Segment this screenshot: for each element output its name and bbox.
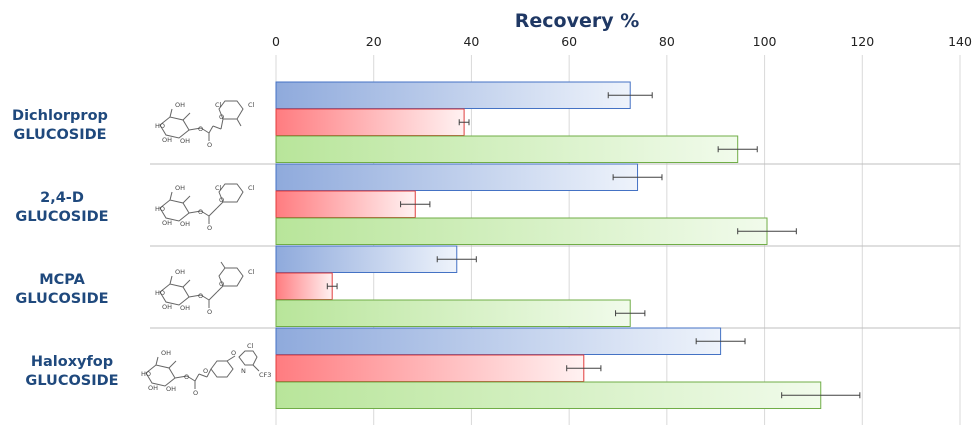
svg-text:OH: OH — [175, 101, 185, 109]
bar — [275, 190, 416, 218]
svg-text:OH: OH — [162, 219, 172, 227]
svg-text:OH: OH — [175, 184, 185, 192]
svg-text:OH: OH — [175, 268, 185, 276]
svg-text:OH: OH — [166, 385, 176, 393]
svg-text:OH: OH — [180, 220, 190, 228]
svg-text:O: O — [219, 196, 224, 204]
svg-text:HO: HO — [155, 289, 165, 297]
svg-text:Cl: Cl — [215, 101, 222, 109]
bar — [275, 299, 631, 327]
svg-text:Cl: Cl — [215, 184, 222, 192]
x-tick-label: 40 — [463, 34, 479, 49]
svg-text:O: O — [207, 308, 212, 316]
svg-text:OH: OH — [162, 136, 172, 144]
category-label: Haloxyfop — [31, 354, 113, 370]
category-label: GLUCOSIDE — [15, 291, 108, 307]
svg-text:OH: OH — [162, 303, 172, 311]
x-tick-label: 60 — [561, 34, 577, 49]
svg-text:O: O — [198, 208, 203, 216]
category-label: 2,4-D — [40, 190, 84, 206]
bar — [275, 135, 739, 163]
x-tick-label: 0 — [272, 34, 280, 49]
bar — [275, 327, 722, 355]
bar — [275, 163, 639, 191]
chart-title: Recovery % — [515, 10, 640, 32]
bar — [275, 272, 333, 300]
category-label: GLUCOSIDE — [15, 209, 108, 225]
svg-text:O: O — [207, 224, 212, 232]
x-tick-label: 100 — [753, 34, 777, 49]
svg-text:O: O — [231, 349, 236, 357]
svg-text:OH: OH — [180, 304, 190, 312]
x-tick-label: 140 — [948, 34, 972, 49]
svg-text:O: O — [198, 292, 203, 300]
svg-text:N: N — [241, 367, 246, 375]
svg-text:Cl: Cl — [247, 342, 254, 350]
svg-text:O: O — [193, 389, 198, 397]
category-labels: Dichlorprop GLUCOSIDE 2,4-D GLUCOSIDE MCPA GL… — [12, 108, 119, 389]
category-label: GLUCOSIDE — [25, 373, 118, 389]
svg-text:OH: OH — [148, 384, 158, 392]
error-bars — [326, 92, 861, 399]
svg-text:OH: OH — [161, 349, 171, 357]
x-tick-label: 20 — [366, 34, 382, 49]
svg-text:CF3: CF3 — [259, 371, 271, 379]
svg-text:HO: HO — [141, 370, 151, 378]
category-label: GLUCOSIDE — [13, 127, 106, 143]
svg-text:Cl: Cl — [248, 101, 255, 109]
x-tick-labels: 0 20 40 60 80 100 120 140 — [272, 34, 972, 49]
svg-text:O: O — [198, 125, 203, 133]
category-label: MCPA — [39, 272, 85, 288]
svg-text:HO: HO — [155, 122, 165, 130]
svg-text:Cl: Cl — [248, 268, 255, 276]
svg-text:O: O — [219, 280, 224, 288]
x-tick-label: 120 — [850, 34, 874, 49]
svg-text:OH: OH — [180, 137, 190, 145]
bar — [275, 81, 631, 109]
svg-text:Cl: Cl — [248, 184, 255, 192]
bar — [275, 108, 465, 136]
svg-text:O: O — [207, 141, 212, 149]
svg-text:O: O — [184, 373, 189, 381]
bar — [275, 354, 585, 382]
bars — [275, 81, 822, 409]
category-label: Dichlorprop — [12, 108, 108, 124]
svg-text:O: O — [219, 113, 224, 121]
svg-text:O: O — [203, 367, 208, 375]
bar — [275, 217, 768, 245]
bar — [275, 245, 458, 273]
x-tick-label: 80 — [659, 34, 675, 49]
bar — [275, 381, 822, 409]
svg-text:HO: HO — [155, 205, 165, 213]
